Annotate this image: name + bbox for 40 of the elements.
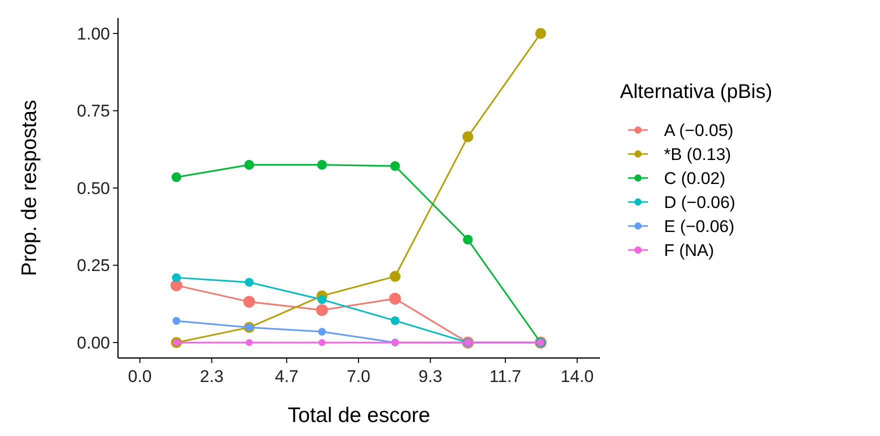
point	[318, 295, 326, 304]
x-tick-label: 11.7	[489, 367, 522, 386]
x-tick-label: 7.0	[346, 367, 370, 386]
legend-label: E (−0.06)	[664, 216, 734, 236]
point	[462, 234, 473, 245]
y-tick-label: 0.25	[76, 256, 110, 276]
point	[172, 172, 182, 182]
x-axis-title: Total de escore	[288, 404, 430, 427]
x-tick-label: 0.0	[128, 367, 152, 386]
point	[244, 278, 254, 287]
y-axis-title: Prop. de respostas	[18, 100, 41, 276]
point	[316, 304, 328, 316]
x-tick-label: 2.3	[200, 367, 224, 386]
point	[244, 160, 254, 170]
point	[172, 317, 180, 325]
y-tick-label: 0.00	[76, 333, 110, 352]
point	[317, 160, 327, 170]
legend-label: F (NA)	[664, 240, 714, 260]
point	[172, 273, 181, 282]
y-tick-label: 0.50	[76, 178, 110, 198]
y-tick-label: 1.00	[76, 24, 110, 44]
point	[246, 339, 253, 346]
legend-label: A (−0.05)	[664, 120, 734, 140]
point	[390, 161, 400, 171]
x-tick-label: 9.3	[418, 367, 442, 386]
x-tick-label: 14.0	[560, 367, 594, 386]
point	[390, 271, 400, 282]
legend-label: *B (0.13)	[664, 144, 732, 164]
legend-title: Alternativa (pBis)	[620, 81, 772, 103]
x-tick-label: 4.7	[274, 367, 299, 386]
point	[243, 296, 256, 308]
point	[318, 339, 326, 346]
point	[390, 316, 400, 325]
point	[535, 28, 546, 39]
legend-label: C (0.02)	[664, 168, 726, 188]
point	[318, 328, 326, 336]
point	[389, 292, 401, 305]
legend-label: D (−0.06)	[664, 192, 736, 212]
point	[462, 131, 474, 142]
y-tick-label: 0.75	[76, 102, 110, 121]
